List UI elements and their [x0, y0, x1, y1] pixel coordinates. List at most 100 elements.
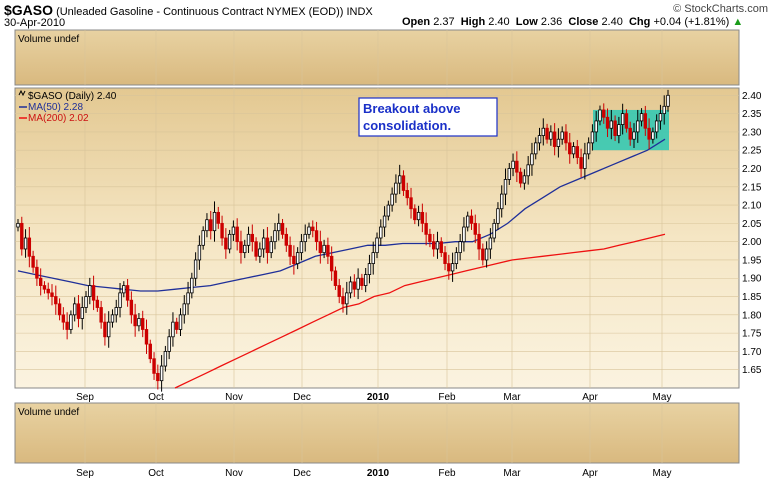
price-bar	[16, 218, 20, 232]
price-bar	[148, 339, 152, 364]
chg-value: +0.04 (+1.81%)	[653, 16, 730, 28]
low-value: 2.36	[540, 16, 563, 28]
price-bar	[212, 201, 217, 242]
price-bar	[23, 229, 28, 258]
price-bar	[95, 295, 100, 312]
price-bar	[76, 295, 81, 328]
price-bar	[386, 200, 391, 221]
price-bar	[382, 206, 387, 237]
price-bar	[156, 364, 160, 390]
price-bar	[205, 213, 209, 238]
price-bar	[431, 233, 436, 257]
price-bar	[413, 204, 417, 225]
price-bar	[352, 274, 357, 297]
y-tick-label: 2.05	[742, 219, 762, 230]
price-bar	[254, 237, 258, 261]
open-value: 2.37	[433, 16, 455, 28]
y-tick-label: 1.65	[742, 365, 762, 376]
price-bar	[246, 226, 251, 253]
price-bar	[609, 109, 614, 140]
price-bar	[31, 250, 35, 273]
price-bar	[666, 89, 670, 112]
high-value: 2.40	[488, 16, 510, 28]
price-bar	[175, 317, 179, 334]
price-bar	[492, 218, 496, 243]
price-bar	[20, 216, 24, 256]
price-bar	[522, 169, 527, 190]
price-bar	[133, 303, 137, 337]
price-bar	[549, 125, 553, 146]
volume-label-top: Volume undef	[18, 34, 79, 45]
price-bar	[443, 246, 447, 271]
price-bar	[583, 142, 587, 180]
y-tick-label: 1.75	[742, 329, 762, 340]
price-bar	[579, 148, 583, 178]
x-tick-label: Dec	[293, 392, 311, 403]
price-bar	[375, 232, 379, 259]
price-bar	[537, 127, 542, 151]
x-tick-label: Apr	[582, 468, 598, 479]
y-tick-label: 1.85	[742, 292, 762, 303]
price-bar	[518, 167, 523, 188]
y-tick-label: 2.00	[742, 237, 762, 248]
brand: © StockCharts.com	[673, 3, 768, 15]
open-label: Open	[402, 16, 431, 28]
price-bar	[186, 281, 190, 315]
price-bar	[594, 111, 598, 142]
price-bar	[61, 307, 66, 330]
price-bar	[110, 309, 115, 328]
price-bar	[568, 133, 572, 164]
x-tick-label: Oct	[148, 392, 164, 403]
x-tick-label: Mar	[503, 468, 521, 479]
price-bar	[624, 109, 629, 133]
price-bar	[159, 355, 164, 392]
price-bar	[500, 185, 504, 218]
price-bar	[280, 218, 285, 239]
price-bar	[258, 242, 262, 263]
price-bar	[125, 278, 130, 307]
price-bar	[318, 230, 323, 264]
x-tick-label: Mar	[503, 392, 521, 403]
price-bar	[462, 217, 466, 252]
price-bar	[273, 223, 277, 250]
symbol: $GASO	[4, 2, 54, 18]
price-bar	[303, 224, 307, 252]
price-bar	[507, 163, 511, 185]
price-bar	[620, 103, 625, 135]
y-tick-label: 2.15	[742, 182, 762, 193]
x-tick-label: Sep	[76, 392, 94, 403]
y-tick-label: 2.20	[742, 164, 762, 175]
y-tick-label: 1.80	[742, 310, 762, 321]
volume-panel-top	[14, 29, 740, 86]
quote-line: Open 2.37 High 2.40 Low 2.36 Close 2.40 …	[402, 16, 743, 28]
price-bar	[613, 115, 617, 142]
price-bar	[106, 311, 111, 348]
price-bar	[72, 297, 77, 322]
price-bar	[511, 153, 515, 177]
price-bar	[69, 310, 73, 334]
price-bar	[99, 300, 103, 329]
price-bar	[356, 268, 360, 300]
price-bar	[416, 205, 421, 227]
price-bar	[552, 123, 557, 156]
chg-label: Chg	[628, 16, 651, 28]
price-bar	[27, 227, 32, 268]
price-bar	[496, 202, 500, 230]
price-bar	[209, 210, 213, 240]
x-tick-label: 2010	[367, 468, 390, 479]
price-bar	[397, 164, 402, 195]
price-bar	[261, 229, 266, 258]
price-bar	[284, 227, 289, 252]
price-bar	[193, 252, 198, 286]
low-label: Low	[515, 16, 538, 28]
price-bar	[220, 215, 224, 246]
price-bar	[371, 241, 375, 275]
price-bar	[420, 203, 425, 233]
volume-panel-bottom	[14, 402, 740, 464]
y-tick-label: 2.10	[742, 201, 762, 212]
price-bar	[598, 105, 602, 126]
price-bar	[42, 281, 47, 294]
price-bar	[571, 142, 576, 159]
volume-label-bottom: Volume undef	[18, 407, 79, 418]
close-value: 2.40	[601, 16, 623, 28]
